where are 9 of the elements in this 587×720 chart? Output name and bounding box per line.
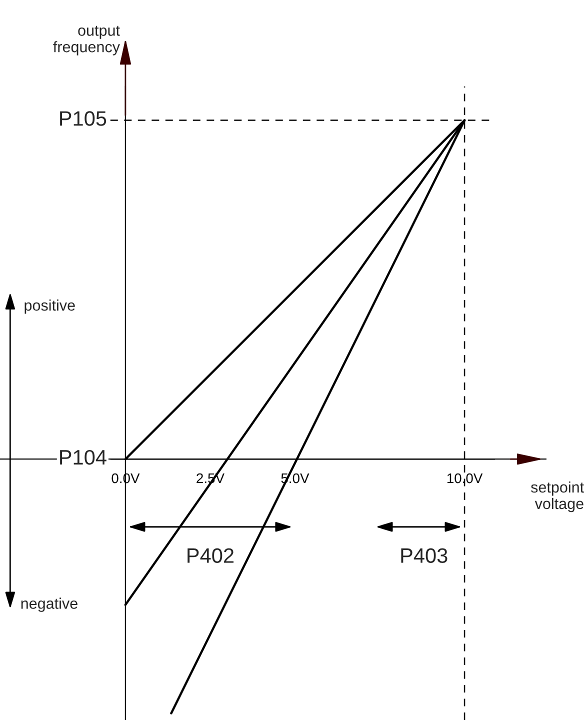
x-tick-label: 10.0V bbox=[447, 473, 483, 484]
ref-line-label: P105 bbox=[60, 111, 106, 126]
y-axis-title: output frequency bbox=[53, 26, 120, 56]
annotation: negative bbox=[21, 598, 78, 612]
ref-line-label: P104 bbox=[60, 450, 106, 465]
annotation: P403 bbox=[401, 548, 448, 563]
annotation: P402 bbox=[188, 548, 234, 563]
annotation: positive bbox=[24, 300, 75, 314]
x-axis-title: setpoint voltage bbox=[530, 481, 584, 512]
